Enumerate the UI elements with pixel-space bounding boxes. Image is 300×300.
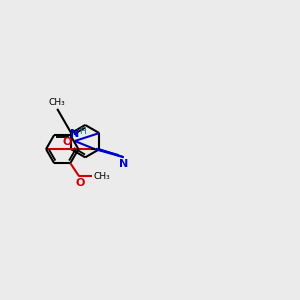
Text: CH₃: CH₃ bbox=[94, 172, 111, 181]
Text: O: O bbox=[62, 137, 72, 147]
Text: N: N bbox=[119, 159, 128, 169]
Text: H: H bbox=[80, 127, 86, 136]
Text: O: O bbox=[75, 178, 84, 188]
Text: CH₃: CH₃ bbox=[49, 98, 66, 107]
Text: N: N bbox=[70, 129, 80, 139]
